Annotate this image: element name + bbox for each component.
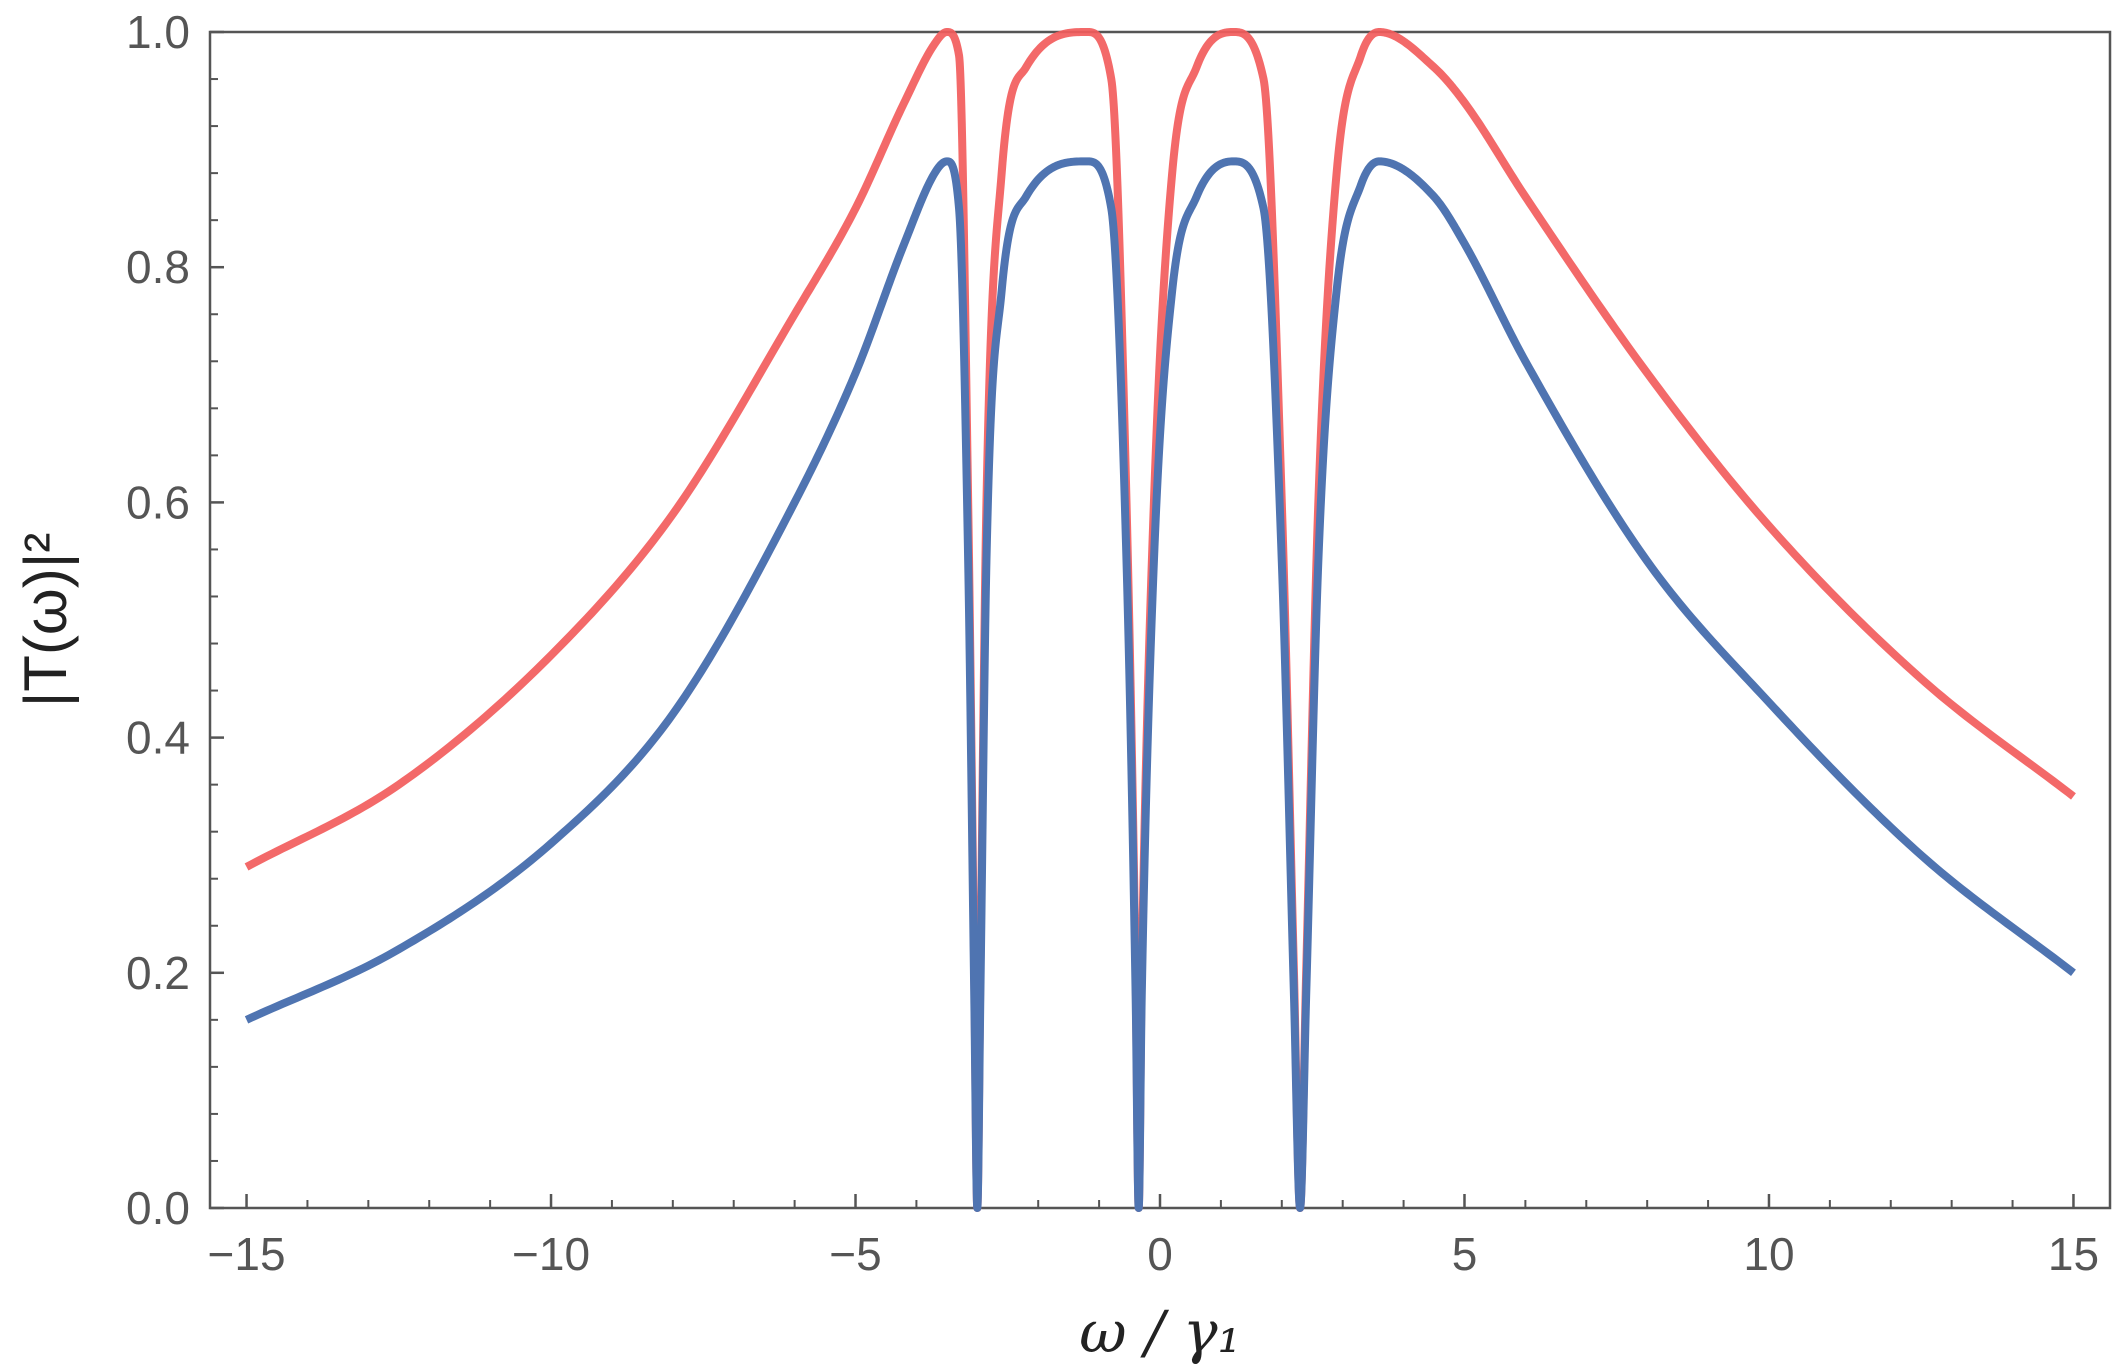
- x-tick-label: 5: [1452, 1228, 1478, 1280]
- y-tick-label: 0.6: [126, 476, 190, 528]
- y-axis-ticks: 0.0 0.2 0.4 0.6 0.8 1.0: [126, 6, 224, 1234]
- x-axis-label: ω / γ₁: [1079, 1298, 1241, 1366]
- series-group: [244, 28, 2076, 1212]
- y-tick-label: 0.2: [126, 947, 190, 999]
- x-axis-ticks: −15 −10 −5 0 5 10 15: [208, 1194, 2099, 1280]
- y-axis-label: |T(ω)|²: [12, 533, 79, 708]
- y-tick-label: 1.0: [126, 6, 190, 58]
- y-tick-label: 0.8: [126, 241, 190, 293]
- x-tick-label: 10: [1743, 1228, 1794, 1280]
- x-tick-label: −5: [829, 1228, 881, 1280]
- series-line-2: [244, 157, 2076, 1212]
- x-tick-label: −10: [512, 1228, 590, 1280]
- x-tick-label: 0: [1147, 1228, 1173, 1280]
- y-tick-label: 0.4: [126, 712, 190, 764]
- y-tick-label: 0.0: [126, 1182, 190, 1234]
- x-tick-label: 15: [2048, 1228, 2099, 1280]
- x-tick-label: −15: [208, 1228, 286, 1280]
- plot-frame: [208, 30, 2112, 1210]
- series-line-1: [244, 28, 2076, 1212]
